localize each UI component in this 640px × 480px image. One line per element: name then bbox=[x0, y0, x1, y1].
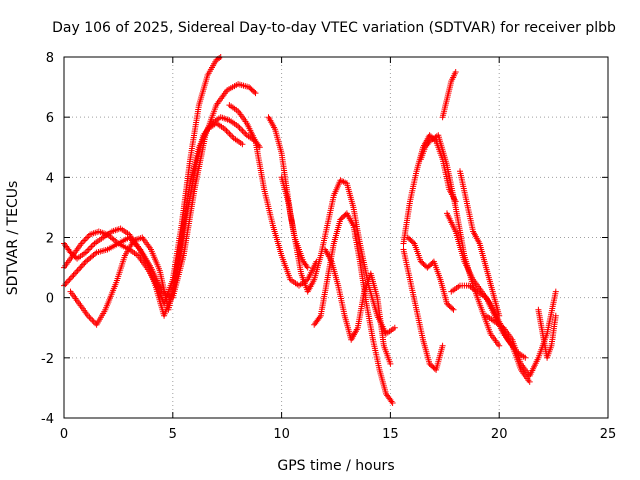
data-points bbox=[61, 54, 559, 406]
y-tick-label: -2 bbox=[41, 352, 54, 367]
series-track-8 bbox=[311, 210, 396, 406]
series-track-1 bbox=[61, 54, 224, 307]
data-point bbox=[240, 129, 247, 136]
data-point bbox=[452, 69, 459, 75]
data-point bbox=[85, 246, 92, 253]
data-point bbox=[496, 342, 503, 349]
data-point bbox=[251, 88, 258, 95]
data-point bbox=[73, 269, 80, 276]
y-tick-label: 0 bbox=[46, 292, 54, 307]
data-point bbox=[66, 276, 73, 283]
series-track-10 bbox=[400, 132, 459, 247]
data-point bbox=[522, 354, 529, 361]
y-tick-label: 4 bbox=[46, 171, 54, 186]
y-tick-label: 2 bbox=[46, 232, 54, 247]
data-point bbox=[223, 127, 230, 134]
data-point bbox=[76, 266, 82, 273]
series-track-11 bbox=[400, 246, 446, 373]
data-point bbox=[224, 129, 231, 136]
series-track-17 bbox=[457, 168, 503, 319]
series-track-5 bbox=[226, 102, 320, 289]
data-point bbox=[82, 236, 89, 242]
data-point bbox=[81, 260, 88, 267]
data-point bbox=[236, 124, 243, 131]
chart-title: Day 106 of 2025, Sidereal Day-to-day VTE… bbox=[52, 20, 616, 36]
data-point bbox=[62, 281, 69, 288]
series-track-12 bbox=[404, 234, 457, 313]
axis-ticks: 0 5 10 15 20 25 -4 -2 0 2 4 6 8 bbox=[41, 51, 616, 442]
series-track-19 bbox=[535, 306, 559, 361]
data-point bbox=[552, 288, 559, 295]
data-point bbox=[238, 126, 244, 133]
data-point bbox=[67, 275, 74, 282]
data-point bbox=[226, 130, 233, 137]
data-point bbox=[252, 90, 259, 97]
data-point bbox=[526, 378, 533, 385]
y-tick-label: -4 bbox=[41, 412, 54, 427]
data-point bbox=[63, 279, 70, 286]
y-tick-label: 8 bbox=[46, 51, 54, 66]
data-point bbox=[86, 314, 93, 321]
data-point bbox=[84, 248, 91, 254]
data-point bbox=[229, 133, 236, 140]
data-point bbox=[88, 243, 95, 250]
x-tick-label: 25 bbox=[600, 427, 617, 442]
data-point bbox=[304, 264, 311, 271]
data-point bbox=[77, 264, 84, 271]
y-axis-title: SDTVAR / TECUs bbox=[5, 181, 21, 296]
data-point bbox=[239, 141, 246, 148]
data-point bbox=[450, 306, 457, 313]
x-tick-label: 10 bbox=[273, 427, 290, 442]
data-point bbox=[496, 312, 503, 319]
series-track-14 bbox=[439, 69, 459, 121]
data-point bbox=[552, 312, 559, 319]
series-track-6 bbox=[265, 114, 311, 271]
y-tick-label: 6 bbox=[46, 111, 54, 126]
data-point bbox=[79, 239, 86, 245]
data-point bbox=[239, 127, 246, 134]
data-point bbox=[80, 261, 86, 268]
x-tick-label: 15 bbox=[382, 427, 399, 442]
data-point bbox=[90, 242, 96, 248]
series-track-4 bbox=[61, 120, 246, 319]
data-point bbox=[68, 250, 75, 257]
data-point bbox=[391, 324, 398, 331]
data-point bbox=[87, 245, 94, 251]
data-point bbox=[449, 305, 456, 312]
x-tick-label: 0 bbox=[60, 427, 68, 442]
series-track-3 bbox=[67, 114, 263, 328]
data-point bbox=[387, 360, 394, 367]
data-point bbox=[70, 272, 77, 279]
data-point bbox=[81, 237, 88, 244]
x-axis-title: GPS time / hours bbox=[277, 458, 394, 474]
data-point bbox=[90, 318, 97, 325]
series-track-9 bbox=[322, 246, 394, 367]
data-point bbox=[410, 239, 416, 246]
data-point bbox=[71, 270, 78, 277]
data-point bbox=[87, 315, 94, 322]
data-point bbox=[78, 263, 85, 270]
x-tick-label: 5 bbox=[169, 427, 177, 442]
data-point bbox=[84, 234, 91, 241]
series-track-7 bbox=[278, 174, 398, 337]
data-point bbox=[89, 317, 96, 324]
data-point bbox=[227, 132, 234, 139]
data-point bbox=[439, 342, 446, 349]
data-point bbox=[65, 278, 72, 285]
data-point bbox=[389, 400, 396, 406]
x-tick-label: 20 bbox=[491, 427, 508, 442]
data-point bbox=[242, 130, 249, 137]
data-point bbox=[74, 267, 81, 274]
data-point bbox=[69, 273, 76, 280]
